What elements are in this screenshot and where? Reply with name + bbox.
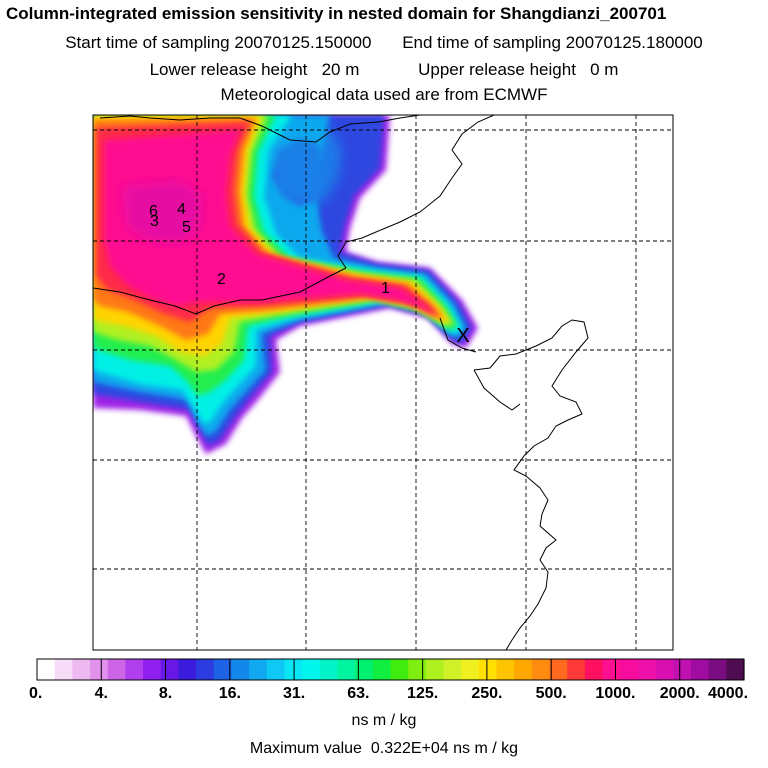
colorbar-tick-label: 125. <box>407 685 439 702</box>
cluster-label-3: 3 <box>150 213 159 230</box>
max-value: 0.322E+04 <box>370 740 449 757</box>
release-marker-x: X <box>456 325 469 347</box>
colorbar-cell <box>390 659 409 680</box>
colorbar-tick-label: 8. <box>158 685 173 702</box>
colorbar-cell <box>355 659 374 680</box>
colorbar-tick-label: 0. <box>29 685 43 702</box>
cluster-label-5: 5 <box>182 219 191 236</box>
plume-magenta <box>122 180 204 244</box>
colorbar-tick-label: 2000. <box>659 685 700 702</box>
colorbar-cell <box>531 659 551 680</box>
colorbar-cell <box>319 659 339 680</box>
max-label: Maximum value <box>249 740 362 757</box>
cluster-label-2: 2 <box>217 271 226 288</box>
map-grid <box>93 115 673 650</box>
colorbar-cell <box>143 659 162 680</box>
coastlines <box>93 115 589 650</box>
cluster-label-6: 6 <box>149 203 158 220</box>
colorbar-cell <box>54 659 73 680</box>
colorbar-cell <box>90 659 109 680</box>
colorbar-cell <box>37 659 56 680</box>
max-units: ns m / kg <box>453 740 519 757</box>
colorbar-ticks <box>100 659 681 680</box>
colorbar-cell <box>549 659 568 680</box>
cluster-labels: 1 2 3 4 5 6 <box>149 201 390 297</box>
colorbar-cell <box>231 659 250 680</box>
cluster-label-1: 1 <box>381 280 390 297</box>
colorbar-cell <box>514 659 533 680</box>
colorbar-cell <box>443 659 462 680</box>
maximum-value-line: Maximum value 0.322E+04 ns m / kg <box>0 740 768 758</box>
upper-value: 0 m <box>590 60 619 79</box>
upper-label: Upper release height <box>418 60 576 79</box>
colorbar-cell <box>72 659 91 680</box>
release-height-line: Lower release height 20 m Upper release … <box>0 60 768 80</box>
end-value: 20070125.180000 <box>565 33 703 52</box>
colorbar-cell <box>372 659 392 680</box>
colorbar-tick-label: 4000. <box>707 685 749 702</box>
colorbar-cell <box>213 659 233 680</box>
colorbar-frame <box>36 658 745 681</box>
colorbar-units: ns m / kg <box>351 712 417 729</box>
colorbar-cell <box>160 659 180 680</box>
lower-label: Lower release height <box>149 60 308 79</box>
colorbar-cell <box>584 659 604 680</box>
sampling-time-line: Start time of sampling 20070125.150000 E… <box>0 33 768 53</box>
colorbar-tick-label: 63. <box>347 685 370 702</box>
release-point-marker: X <box>456 325 469 347</box>
colorbar-cell <box>125 659 144 680</box>
plume-northern-blue <box>268 128 342 206</box>
start-label: Start time of sampling <box>65 33 230 52</box>
colorbar-tick-label: 1000. <box>595 685 636 702</box>
colorbar-tick-label: 4. <box>94 685 108 702</box>
start-value: 20070125.150000 <box>234 33 372 52</box>
colorbar-cell <box>196 659 215 680</box>
colorbar-cell <box>302 659 321 680</box>
lower-value: 20 m <box>321 60 360 79</box>
colorbar-cell <box>425 659 445 680</box>
plume-field <box>93 115 478 454</box>
colorbar-cell <box>178 659 197 680</box>
colorbar-cell <box>249 659 268 680</box>
colorbar-tick-label: 16. <box>218 685 241 702</box>
end-label: End time of sampling <box>402 33 561 52</box>
colorbar-cell <box>284 659 303 680</box>
colorbar-tick-label: 250. <box>471 685 503 702</box>
colorbar-cell <box>337 659 356 680</box>
colorbar-cells <box>37 659 745 680</box>
colorbar-cell <box>655 659 674 680</box>
colorbar-cell <box>107 659 126 680</box>
colorbar-cell <box>690 659 710 680</box>
colorbar-cell <box>708 659 727 680</box>
colorbar-cell <box>408 659 427 680</box>
met-data-line: Meteorological data used are from ECMWF <box>220 85 548 104</box>
colorbar-cell <box>266 659 286 680</box>
chart-title: Column-integrated emission sensitivity i… <box>6 4 667 23</box>
colorbar-cell <box>461 659 480 680</box>
colorbar-cell <box>478 659 498 680</box>
colorbar-cell <box>602 659 621 680</box>
colorbar-tick-label: 500. <box>535 685 567 702</box>
colorbar-cell <box>496 659 515 680</box>
colorbar-cell <box>620 659 639 680</box>
map-frame <box>92 114 674 651</box>
plume-pink <box>104 130 434 316</box>
colorbar-cell <box>726 659 745 680</box>
colorbar-cell <box>673 659 692 680</box>
colorbar-cell <box>567 659 586 680</box>
cluster-label-4: 4 <box>177 201 186 218</box>
colorbar-tick-label: 31. <box>282 685 306 702</box>
colorbar-cell <box>637 659 657 680</box>
